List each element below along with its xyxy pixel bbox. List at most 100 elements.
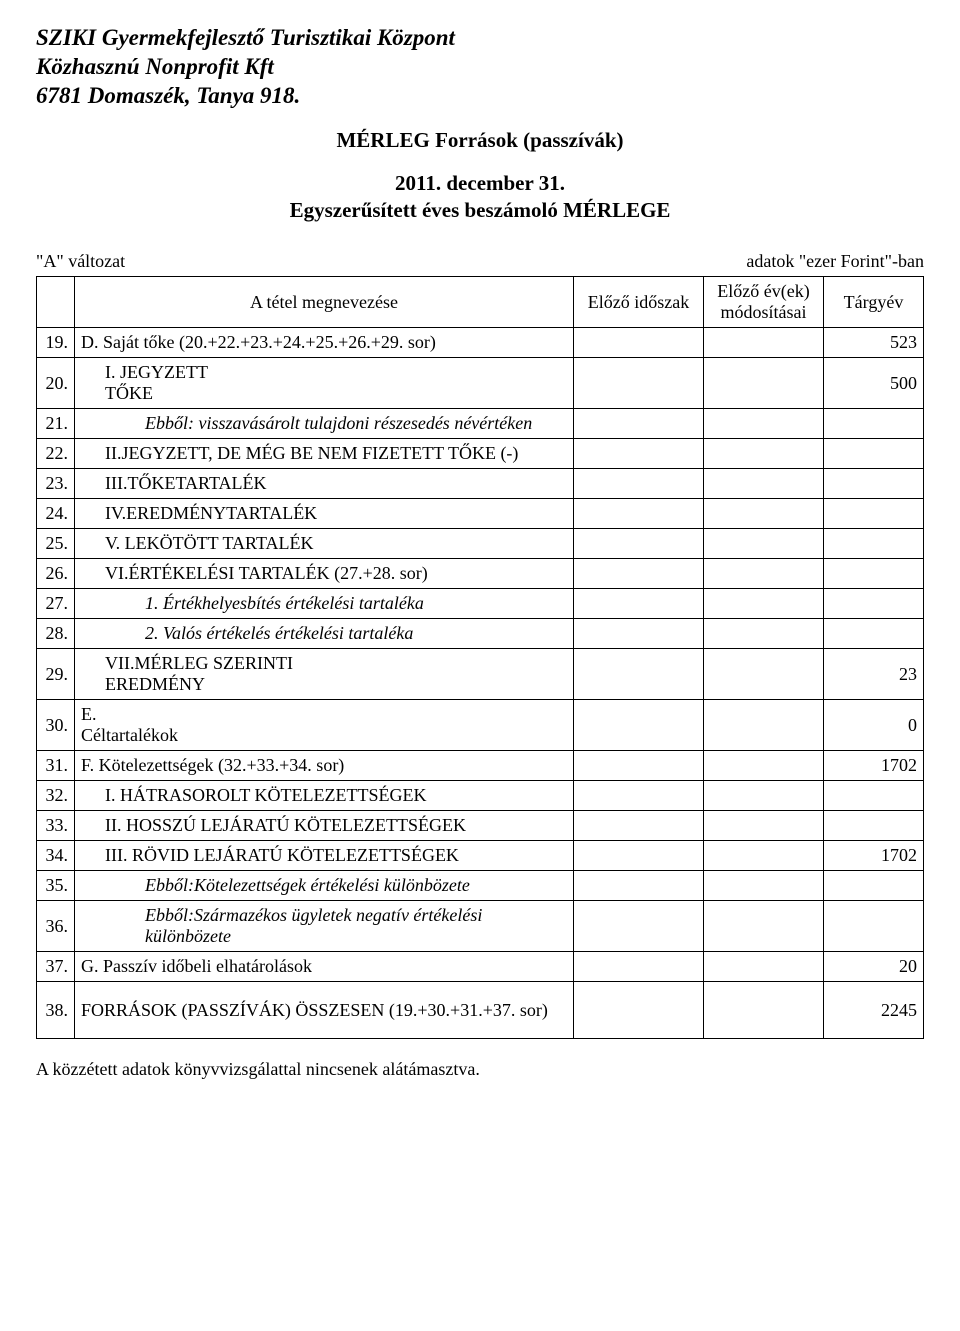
row-number: 34. (37, 841, 75, 871)
row-cur: 2245 (824, 982, 924, 1039)
doc-title: MÉRLEG Források (passzívák) (36, 128, 924, 153)
row-label: E.Céltartalékok (75, 700, 574, 751)
row-number: 38. (37, 982, 75, 1039)
row-cur (824, 871, 924, 901)
table-row: 26.VI.ÉRTÉKELÉSI TARTALÉK (27.+28. sor) (37, 559, 924, 589)
row-label: VII.MÉRLEG SZERINTIEREDMÉNY (75, 649, 574, 700)
col-blank (37, 277, 75, 328)
org-line2: Közhasznú Nonprofit Kft (36, 53, 924, 82)
row-cur: 0 (824, 700, 924, 751)
balance-table: A tétel megnevezése Előző időszak Előző … (36, 276, 924, 1039)
table-row: 32.I. HÁTRASOROLT KÖTELEZETTSÉGEK (37, 781, 924, 811)
row-prev (574, 328, 704, 358)
row-mods (704, 559, 824, 589)
table-row: 38.FORRÁSOK (PASSZÍVÁK) ÖSSZESEN (19.+30… (37, 982, 924, 1039)
row-cur (824, 499, 924, 529)
table-row: 27.1. Értékhelyesbítés értékelési tartal… (37, 589, 924, 619)
table-row: 21.Ebből: visszavásárolt tulajdoni része… (37, 409, 924, 439)
row-mods (704, 328, 824, 358)
row-number: 37. (37, 952, 75, 982)
table-row: 23.III.TŐKETARTALÉK (37, 469, 924, 499)
row-number: 27. (37, 589, 75, 619)
row-prev (574, 649, 704, 700)
row-number: 36. (37, 901, 75, 952)
table-row: 25.V. LEKÖTÖTT TARTALÉK (37, 529, 924, 559)
row-prev (574, 811, 704, 841)
row-cur: 500 (824, 358, 924, 409)
row-prev (574, 841, 704, 871)
row-prev (574, 700, 704, 751)
row-prev (574, 529, 704, 559)
row-number: 26. (37, 559, 75, 589)
row-cur: 20 (824, 952, 924, 982)
row-mods (704, 649, 824, 700)
table-row: 19.D. Saját tőke (20.+22.+23.+24.+25.+26… (37, 328, 924, 358)
row-prev (574, 559, 704, 589)
table-row: 35.Ebből:Kötelezettségek értékelési külö… (37, 871, 924, 901)
col-prev: Előző időszak (574, 277, 704, 328)
row-prev (574, 439, 704, 469)
row-label: Ebből:Kötelezettségek értékelési különbö… (75, 871, 574, 901)
table-row: 33.II. HOSSZÚ LEJÁRATÚ KÖTELEZETTSÉGEK (37, 811, 924, 841)
table-row: 24.IV.EREDMÉNYTARTALÉK (37, 499, 924, 529)
row-mods (704, 700, 824, 751)
row-prev (574, 469, 704, 499)
row-cur (824, 559, 924, 589)
row-number: 19. (37, 328, 75, 358)
row-mods (704, 358, 824, 409)
table-row: 34.III. RÖVID LEJÁRATÚ KÖTELEZETTSÉGEK 17… (37, 841, 924, 871)
row-cur (824, 529, 924, 559)
org-line1: SZIKI Gyermekfejlesztő Turisztikai Közpo… (36, 24, 924, 53)
table-row: 20.I. JEGYZETTTŐKE 500 (37, 358, 924, 409)
row-number: 24. (37, 499, 75, 529)
row-mods (704, 901, 824, 952)
row-label: IV.EREDMÉNYTARTALÉK (75, 499, 574, 529)
table-row: 29.VII.MÉRLEG SZERINTIEREDMÉNY23 (37, 649, 924, 700)
row-prev (574, 589, 704, 619)
org-line3: 6781 Domaszék, Tanya 918. (36, 82, 924, 111)
row-mods (704, 589, 824, 619)
row-label: II. HOSSZÚ LEJÁRATÚ KÖTELEZETTSÉGEK (75, 811, 574, 841)
col-cur: Tárgyév (824, 277, 924, 328)
doc-subtitle: Egyszerűsített éves beszámoló MÉRLEGE (36, 198, 924, 223)
row-prev (574, 952, 704, 982)
row-number: 32. (37, 781, 75, 811)
row-prev (574, 781, 704, 811)
org-header: SZIKI Gyermekfejlesztő Turisztikai Közpo… (36, 24, 924, 110)
row-prev (574, 358, 704, 409)
row-number: 28. (37, 619, 75, 649)
row-label: FORRÁSOK (PASSZÍVÁK) ÖSSZESEN (19.+30.+3… (75, 982, 574, 1039)
row-number: 35. (37, 871, 75, 901)
table-row: 37.G. Passzív időbeli elhatárolások 20 (37, 952, 924, 982)
row-prev (574, 751, 704, 781)
table-row: 22.II.JEGYZETT, DE MÉG BE NEM FIZETETT T… (37, 439, 924, 469)
row-label: III. RÖVID LEJÁRATÚ KÖTELEZETTSÉGEK (75, 841, 574, 871)
row-prev (574, 871, 704, 901)
row-number: 20. (37, 358, 75, 409)
row-mods (704, 469, 824, 499)
row-mods (704, 871, 824, 901)
table-row: 28.2. Valós értékelés értékelési tartalé… (37, 619, 924, 649)
row-mods (704, 952, 824, 982)
row-number: 31. (37, 751, 75, 781)
col-name: A tétel megnevezése (75, 277, 574, 328)
row-label: III.TŐKETARTALÉK (75, 469, 574, 499)
row-cur: 1702 (824, 841, 924, 871)
meta-row: "A" változat adatok "ezer Forint"-ban (36, 251, 924, 272)
row-mods (704, 409, 824, 439)
units-label: adatok "ezer Forint"-ban (746, 251, 924, 272)
row-label: F. Kötelezettségek (32.+33.+34. sor) (75, 751, 574, 781)
row-prev (574, 901, 704, 952)
row-prev (574, 409, 704, 439)
row-number: 22. (37, 439, 75, 469)
row-label: II.JEGYZETT, DE MÉG BE NEM FIZETETT TŐKE… (75, 439, 574, 469)
row-number: 23. (37, 469, 75, 499)
row-label: I. HÁTRASOROLT KÖTELEZETTSÉGEK (75, 781, 574, 811)
row-label: G. Passzív időbeli elhatárolások (75, 952, 574, 982)
table-row: 36.Ebből:Származékos ügyletek negatív ér… (37, 901, 924, 952)
row-label: I. JEGYZETTTŐKE (75, 358, 574, 409)
row-cur (824, 439, 924, 469)
row-prev (574, 982, 704, 1039)
row-mods (704, 811, 824, 841)
col-mods: Előző év(ek) módosításai (704, 277, 824, 328)
